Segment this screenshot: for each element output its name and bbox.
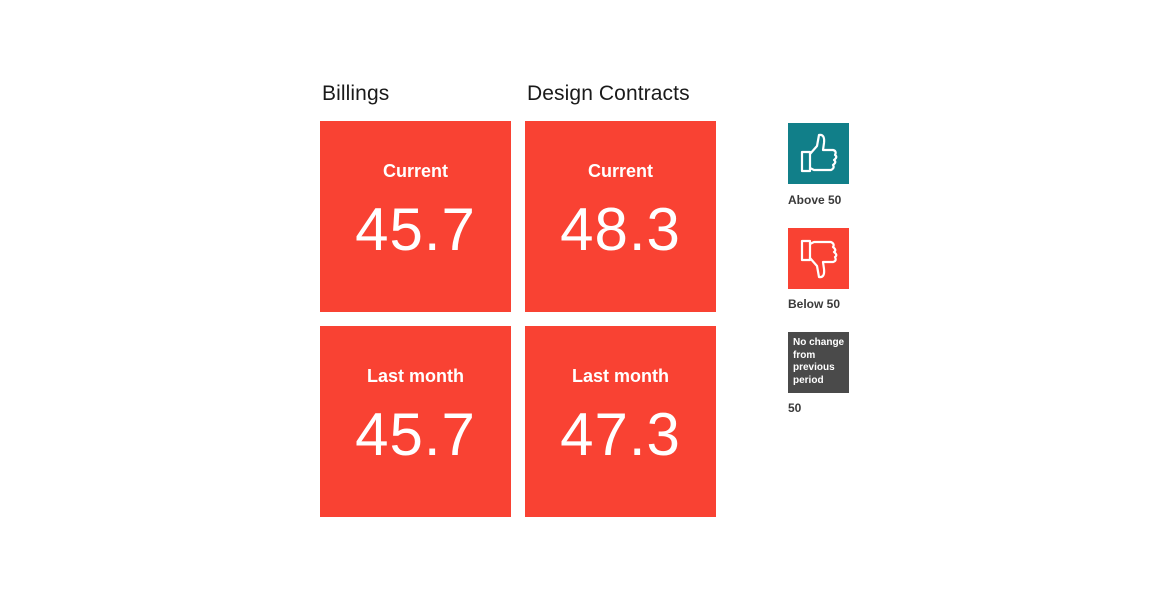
legend-no-change-box: No change from previous period [788, 332, 849, 393]
thumbs-up-icon [800, 133, 838, 173]
billings-current-tile: Current 45.7 [320, 121, 511, 312]
tile-value: 47.3 [560, 401, 681, 468]
tile-label: Last month [367, 366, 464, 386]
legend-below-box [788, 228, 849, 289]
tile-value: 45.7 [355, 196, 476, 263]
thumbs-down-icon [800, 239, 838, 279]
tile-value: 45.7 [355, 401, 476, 468]
tile-label: Current [382, 161, 448, 181]
design-contracts-heading: Design Contracts [527, 82, 690, 105]
design-contracts-current-tile: Current 48.3 [525, 121, 716, 312]
legend-no-change-label: 50 [788, 401, 802, 415]
legend-above-label: Above 50 [788, 193, 842, 207]
legend-above-box [788, 123, 849, 184]
legend-no-change-text: No change from previous period [793, 337, 845, 386]
tile-value: 48.3 [560, 196, 681, 263]
design-contracts-last-month-tile: Last month 47.3 [525, 326, 716, 517]
tile-label: Last month [572, 366, 669, 386]
billings-heading: Billings [322, 82, 390, 105]
tile-label: Current [587, 161, 653, 181]
legend-below-label: Below 50 [788, 297, 841, 311]
billings-last-month-tile: Last month 45.7 [320, 326, 511, 517]
